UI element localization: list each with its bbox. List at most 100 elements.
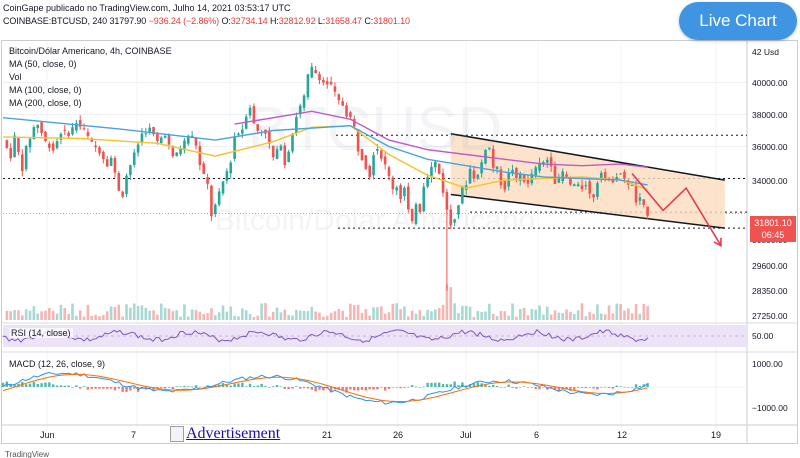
candle-body-122: [472, 170, 476, 179]
candle-body-106: [410, 209, 414, 221]
legend-vol[interactable]: Vol: [9, 72, 22, 82]
volume-bar-92: [356, 304, 360, 320]
macd-hist-127: [492, 384, 495, 387]
macd-hist-40: [156, 387, 159, 389]
volume-bar-78: [302, 310, 306, 320]
candle-body-121: [468, 168, 472, 184]
macd-hist-31: [121, 387, 124, 392]
volume-bar-10: [40, 311, 43, 320]
candle-body-72: [279, 145, 283, 151]
legend-ma100[interactable]: MA (100, close, 0): [9, 85, 82, 95]
candle-body-132: [511, 169, 514, 173]
price-axis-currency[interactable]: 42 Usd: [752, 47, 779, 57]
candle-body-61: [237, 133, 240, 136]
candle-body-79: [306, 74, 310, 98]
volume-bar-111: [430, 311, 433, 320]
volume-bar-8: [32, 306, 36, 320]
candle-body-116: [449, 209, 453, 226]
legend-ma50[interactable]: MA (50, close, 0): [9, 59, 77, 69]
candle-body-140: [542, 161, 545, 165]
candle-body-101: [391, 177, 395, 190]
volume-bar-52: [202, 314, 206, 320]
candle-body-135: [522, 174, 526, 182]
candle-body-97: [376, 149, 379, 151]
macd-hist-66: [256, 385, 259, 387]
macd-hist-97: [376, 387, 379, 390]
candle-body-69: [268, 130, 271, 144]
volume-bar-51: [198, 311, 202, 320]
volume-bar-72: [279, 312, 283, 320]
candle-body-103: [399, 185, 402, 200]
candle-body-155: [600, 172, 603, 180]
macd-hist-163: [630, 386, 634, 388]
macd-hist-14: [55, 385, 59, 387]
candle-body-66: [256, 124, 260, 131]
macd-hist-42: [163, 387, 167, 389]
macd-line: [2, 371, 648, 405]
candle-body-156: [603, 172, 607, 179]
candle-body-138: [534, 167, 537, 176]
candle-body-45: [175, 152, 178, 156]
macd-label[interactable]: MACD (12, 26, close, 9): [9, 359, 106, 369]
macd-hist-153: [592, 387, 595, 389]
macd-hist-50: [194, 385, 198, 387]
candle-body-30: [117, 173, 121, 191]
candle-body-85: [329, 81, 333, 85]
volume-bar-91: [352, 305, 356, 320]
high-value: 32812.92: [278, 16, 316, 26]
volume-bar-61: [237, 316, 240, 320]
low-label: L:: [317, 16, 326, 26]
advertisement-link[interactable]: Advertisement: [170, 425, 281, 443]
candle-body-139: [538, 162, 541, 171]
volume-bar-79: [306, 311, 310, 320]
macd-hist-91: [353, 387, 356, 391]
candle-body-39: [152, 127, 155, 135]
candle-body-29: [113, 157, 117, 173]
volume-bar-139: [538, 305, 541, 320]
macd-hist-65: [252, 386, 256, 387]
price-change: −936.24 (−2.86%): [148, 16, 220, 26]
legend-ma200[interactable]: MA (200, close, 0): [9, 98, 82, 108]
macd-hist-146: [565, 387, 568, 390]
macd-hist-47: [183, 385, 186, 387]
channel-upper-line: [450, 132, 725, 181]
macd-hist-162: [627, 387, 630, 388]
candle-body-28: [109, 157, 113, 166]
projection-arrow-path: [631, 173, 722, 247]
volume-bar-83: [322, 316, 325, 320]
volume-bar-102: [395, 303, 399, 320]
macd-hist-156: [603, 386, 607, 388]
macd-hist-80: [310, 387, 313, 390]
volume-bar-2: [9, 311, 13, 320]
ma-line-1: [2, 117, 648, 186]
legend-title[interactable]: Bitcoin/Dólar Americano, 4h, COINBASE: [9, 46, 172, 56]
low-value: 31658.47: [325, 16, 362, 26]
candle-body-165: [638, 197, 642, 201]
macd-hist-17: [67, 385, 70, 387]
volume-bar-62: [241, 308, 244, 320]
volume-bar-41: [159, 303, 163, 320]
open-value: 32734.14: [230, 16, 268, 26]
volume-bar-94: [364, 309, 368, 320]
volume-bar-108: [418, 310, 422, 320]
live-chart-button[interactable]: Live Chart: [679, 2, 797, 40]
macd-hist-161: [623, 386, 626, 388]
macd-hist-151: [584, 387, 588, 389]
volume-bar-50: [194, 310, 198, 320]
candle-body-44: [171, 146, 175, 157]
volume-bar-121: [468, 306, 472, 320]
macd-hist-135: [522, 386, 526, 387]
macd-hist-115: [445, 384, 449, 387]
rsi-label[interactable]: RSI (14, close): [9, 328, 73, 338]
volume-bar-73: [283, 309, 287, 320]
candle-body-136: [526, 179, 530, 184]
volume-bar-114: [441, 304, 445, 320]
advertisement-text: Advertisement: [186, 425, 281, 442]
candle-body-78: [302, 95, 306, 108]
macd-hist-78: [302, 387, 306, 389]
candle-body-154: [596, 183, 599, 197]
last-price-tag: 31801.10 06:45: [750, 216, 796, 242]
close-value: 31801.10: [373, 16, 410, 26]
volume-bar-28: [109, 306, 113, 320]
